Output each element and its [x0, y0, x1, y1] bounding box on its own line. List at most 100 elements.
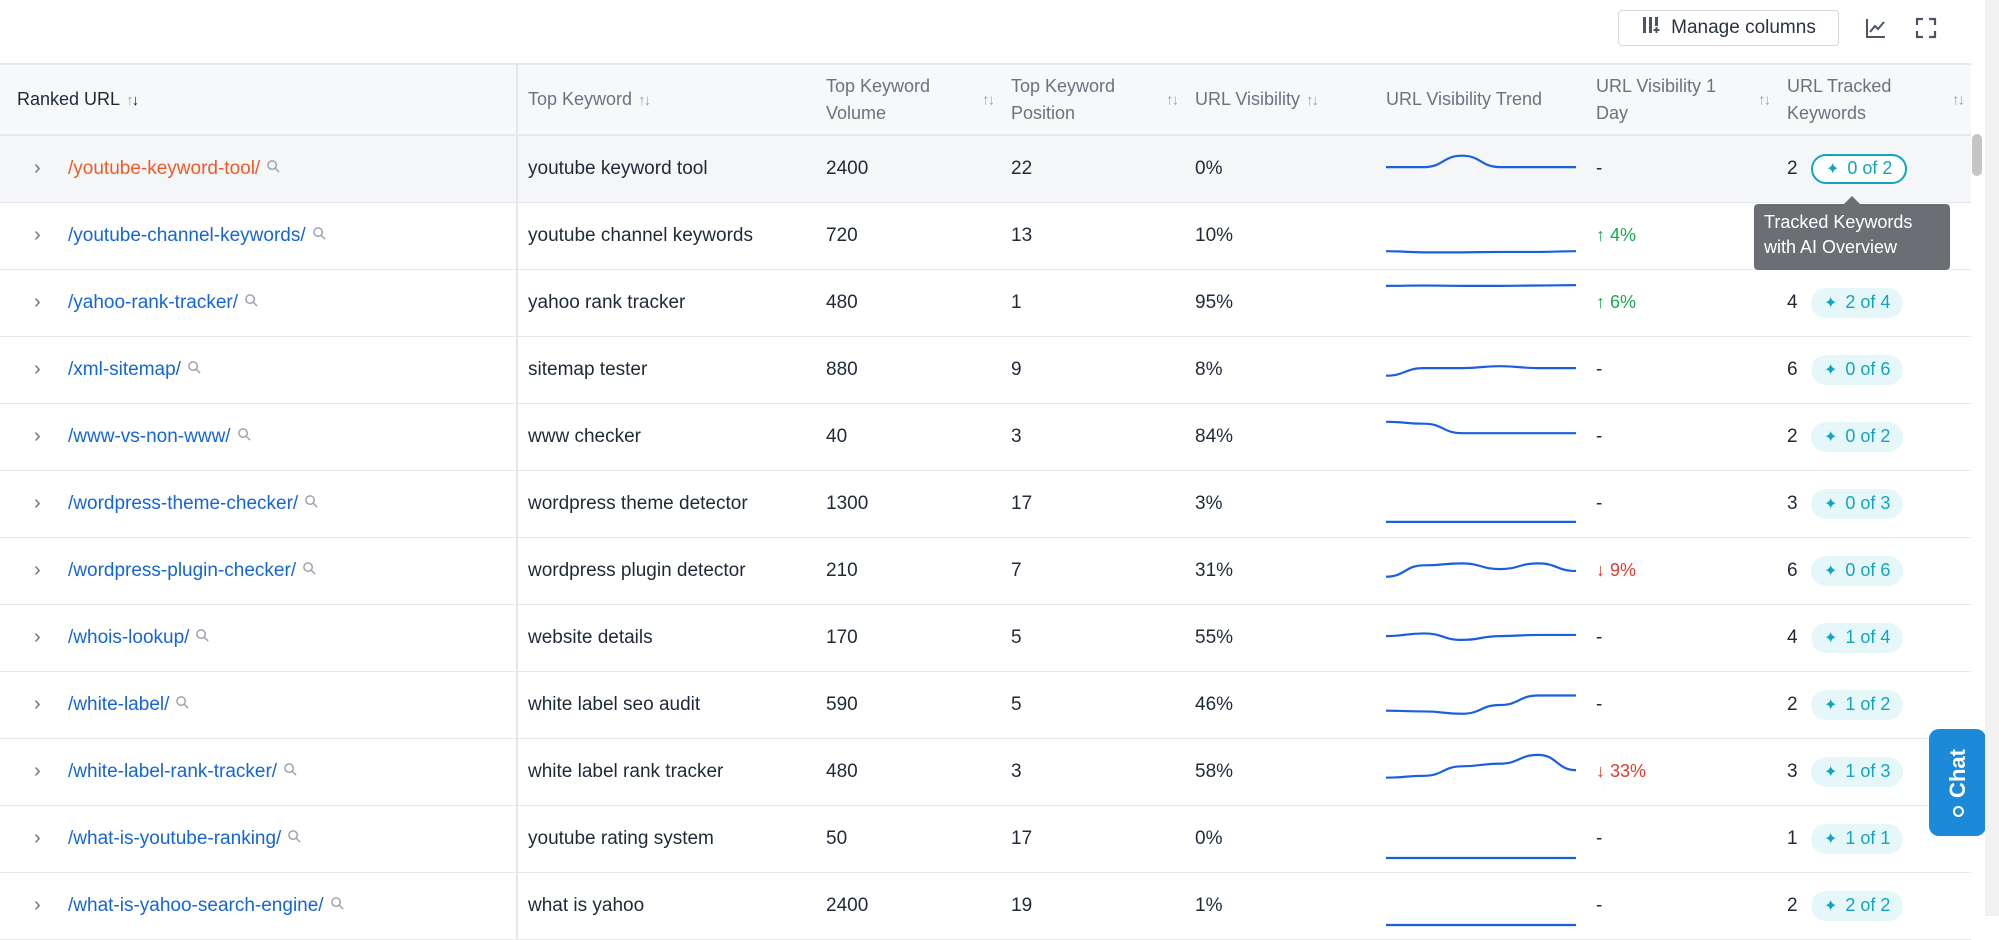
ranked-url-link[interactable]: /white-label-rank-tracker/: [68, 761, 278, 782]
expand-row-icon[interactable]: ›: [34, 492, 41, 514]
sort-icon[interactable]: ↑↓: [638, 91, 651, 109]
search-icon[interactable]: [175, 694, 190, 716]
visibility-trend-sparkline: [1386, 520, 1576, 523]
search-icon[interactable]: [283, 761, 298, 783]
expand-row-icon[interactable]: ›: [34, 425, 41, 447]
search-icon[interactable]: [287, 828, 302, 850]
visibility-change-none: -: [1596, 492, 1603, 514]
table-row[interactable]: › /yahoo-rank-tracker/ yahoo rank tracker…: [0, 269, 1971, 337]
volume-cell: 590: [816, 671, 1001, 739]
ranked-url-cell: › /wordpress-plugin-checker/: [0, 537, 518, 605]
ranked-url-link[interactable]: /youtube-channel-keywords/: [68, 225, 306, 246]
visibility-change-none: -: [1596, 425, 1603, 447]
search-icon[interactable]: [237, 426, 252, 448]
ai-overview-badge[interactable]: ✦ 1 of 1: [1811, 823, 1904, 854]
ai-overview-badge[interactable]: ✦ 0 of 3: [1811, 488, 1904, 519]
sort-icon[interactable]: ↑↓: [982, 91, 995, 108]
table-row[interactable]: › /what-is-yahoo-search-engine/ what is y…: [0, 872, 1971, 940]
search-icon[interactable]: [302, 560, 317, 582]
expand-row-icon[interactable]: ›: [34, 157, 41, 180]
ai-overview-badge[interactable]: ✦ 1 of 4: [1811, 622, 1904, 653]
table-row[interactable]: › /wordpress-plugin-checker/ wordpress pl…: [0, 537, 1971, 605]
expand-row-icon[interactable]: ›: [34, 559, 41, 581]
visibility-cell: 10%: [1185, 202, 1376, 270]
ranked-url-link[interactable]: /wordpress-plugin-checker/: [68, 560, 297, 581]
ai-overview-badge[interactable]: ✦ 0 of 2: [1811, 421, 1904, 452]
col-url-tracked-keywords[interactable]: URL Tracked Keywords ↑↓: [1777, 63, 1971, 136]
ranked-url-link[interactable]: /what-is-yahoo-search-engine/: [68, 895, 324, 916]
chat-button[interactable]: Chat: [1929, 729, 1986, 836]
top-keyword-cell: wordpress theme detector: [517, 470, 816, 538]
expand-row-icon[interactable]: ›: [34, 291, 41, 313]
sort-icon[interactable]: ↑↓: [1758, 91, 1771, 108]
sort-icon[interactable]: ↑↓: [1952, 91, 1965, 108]
table-row[interactable]: › /xml-sitemap/ sitemap tester 880 9 8% -…: [0, 336, 1971, 404]
tracked-keywords-cell: 2 ✦ 0 of 2: [1777, 403, 1971, 471]
volume-cell: 480: [816, 738, 1001, 806]
ai-overview-badge[interactable]: ✦ 2 of 4: [1811, 287, 1904, 318]
position-cell: 3: [1001, 403, 1185, 471]
tracked-count: 4: [1787, 626, 1798, 648]
ranked-url-link[interactable]: /www-vs-non-www/: [68, 426, 231, 447]
sort-desc-icon[interactable]: ↑↓: [126, 91, 139, 109]
search-icon[interactable]: [312, 225, 327, 247]
table-row[interactable]: › /www-vs-non-www/ www checker 40 3 84% -…: [0, 403, 1971, 471]
ranked-url-link[interactable]: /xml-sitemap/: [68, 359, 181, 380]
table-row[interactable]: › /youtube-channel-keywords/ youtube chan…: [0, 202, 1971, 270]
position-cell: 19: [1001, 872, 1185, 940]
table-row[interactable]: › /what-is-youtube-ranking/ youtube ratin…: [0, 805, 1971, 873]
ai-overview-badge[interactable]: ✦ 0 of 6: [1811, 555, 1904, 586]
visibility-cell: 46%: [1185, 671, 1376, 739]
col-top-keyword[interactable]: Top Keyword ↑↓: [517, 63, 816, 136]
table-row[interactable]: › /white-label/ white label seo audit 590…: [0, 671, 1971, 739]
expand-row-icon[interactable]: ›: [34, 827, 41, 849]
search-icon[interactable]: [330, 895, 345, 917]
sort-icon[interactable]: ↑↓: [1166, 91, 1179, 108]
ranked-url-link[interactable]: /white-label/: [68, 694, 170, 715]
chat-icon: [1952, 805, 1964, 817]
visibility-cell: 95%: [1185, 269, 1376, 337]
expand-row-icon[interactable]: ›: [34, 693, 41, 715]
expand-row-icon[interactable]: ›: [34, 626, 41, 648]
ranked-url-link[interactable]: /what-is-youtube-ranking/: [68, 828, 282, 849]
ranked-url-link[interactable]: /whois-lookup/: [68, 627, 190, 648]
col-url-visibility-1day[interactable]: URL Visibility 1 Day ↑↓: [1586, 63, 1777, 136]
table-row[interactable]: › /whois-lookup/ website details 170 5 55…: [0, 604, 1971, 672]
table-row[interactable]: › /white-label-rank-tracker/ white label …: [0, 738, 1971, 806]
search-icon[interactable]: [244, 292, 259, 314]
sparkle-icon: ✦: [1824, 361, 1838, 379]
tracked-count: 6: [1787, 559, 1798, 581]
col-top-keyword-volume[interactable]: Top Keyword Volume ↑↓: [816, 63, 1001, 136]
expand-row-icon[interactable]: ›: [34, 358, 41, 380]
chart-line-icon[interactable]: [1864, 16, 1888, 40]
fullscreen-icon[interactable]: [1914, 16, 1938, 40]
search-icon[interactable]: [266, 158, 281, 180]
scrollbar-track[interactable]: [1985, 0, 1999, 916]
col-top-keyword-position[interactable]: Top Keyword Position ↑↓: [1001, 63, 1185, 136]
col-ranked-url[interactable]: Ranked URL ↑↓: [0, 63, 518, 136]
expand-row-icon[interactable]: ›: [34, 224, 41, 246]
expand-row-icon[interactable]: ›: [34, 760, 41, 782]
search-icon[interactable]: [195, 627, 210, 649]
search-icon[interactable]: [304, 493, 319, 515]
col-url-visibility[interactable]: URL Visibility ↑↓: [1185, 63, 1376, 136]
search-icon[interactable]: [187, 359, 202, 381]
ai-overview-badge[interactable]: ✦ 1 of 3: [1811, 756, 1904, 787]
table-scrollbar[interactable]: [1972, 134, 1982, 176]
tracked-keywords-cell: 1 ✦ 1 of 1: [1777, 805, 1971, 873]
visibility-trend-cell: [1376, 872, 1586, 940]
manage-columns-button[interactable]: Manage columns: [1618, 10, 1839, 46]
visibility-trend-cell: [1376, 135, 1586, 203]
expand-row-icon[interactable]: ›: [34, 894, 41, 916]
table-row[interactable]: › /wordpress-theme-checker/ wordpress the…: [0, 470, 1971, 538]
ai-overview-badge[interactable]: ✦ 2 of 2: [1811, 890, 1904, 921]
ai-overview-badge[interactable]: ✦ 0 of 6: [1811, 354, 1904, 385]
table-row[interactable]: › /youtube-keyword-tool/ youtube keyword …: [0, 135, 1971, 203]
ranked-url-link[interactable]: /yahoo-rank-tracker/: [68, 292, 239, 313]
ranked-url-link[interactable]: /youtube-keyword-tool/: [68, 158, 261, 180]
ai-overview-badge[interactable]: ✦ 1 of 2: [1811, 689, 1904, 720]
sort-icon[interactable]: ↑↓: [1306, 91, 1319, 109]
ranked-url-link[interactable]: /wordpress-theme-checker/: [68, 493, 299, 514]
ai-overview-badge[interactable]: ✦ 0 of 2: [1811, 153, 1908, 184]
top-keyword-cell: website details: [517, 604, 816, 672]
